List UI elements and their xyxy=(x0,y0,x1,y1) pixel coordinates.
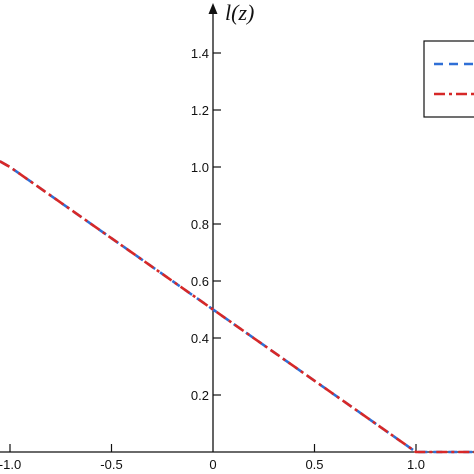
x-tick-label: -0.5 xyxy=(100,457,122,472)
y-axis-label: l(z) xyxy=(225,0,254,25)
x-tick-label: 1.0 xyxy=(407,457,425,472)
y-tick-label: 0.6 xyxy=(191,274,209,289)
ticks: -1.0 -0.5 0 0.5 1.0 0.2 0.4 0.6 0.8 1.0 1.2 1.4 xyxy=(0,46,425,472)
legend-box xyxy=(423,40,474,118)
axes xyxy=(0,3,474,453)
y-axis-arrow xyxy=(208,3,218,14)
x-tick-label: 0.5 xyxy=(305,457,323,472)
y-tick-label: 0.8 xyxy=(191,217,209,232)
y-tick-label: 1.2 xyxy=(191,103,209,118)
x-tick-label: -1.0 xyxy=(0,457,21,472)
series-line-2 xyxy=(0,160,474,454)
series-group xyxy=(0,160,474,454)
legend xyxy=(423,40,474,118)
y-tick-label: 0.2 xyxy=(191,388,209,403)
y-tick-label: 0.4 xyxy=(191,331,209,346)
x-tick-label: 0 xyxy=(209,457,216,472)
y-tick-label: 1.4 xyxy=(191,46,209,61)
series-line-1 xyxy=(0,160,474,454)
y-tick-label: 1.0 xyxy=(191,160,209,175)
